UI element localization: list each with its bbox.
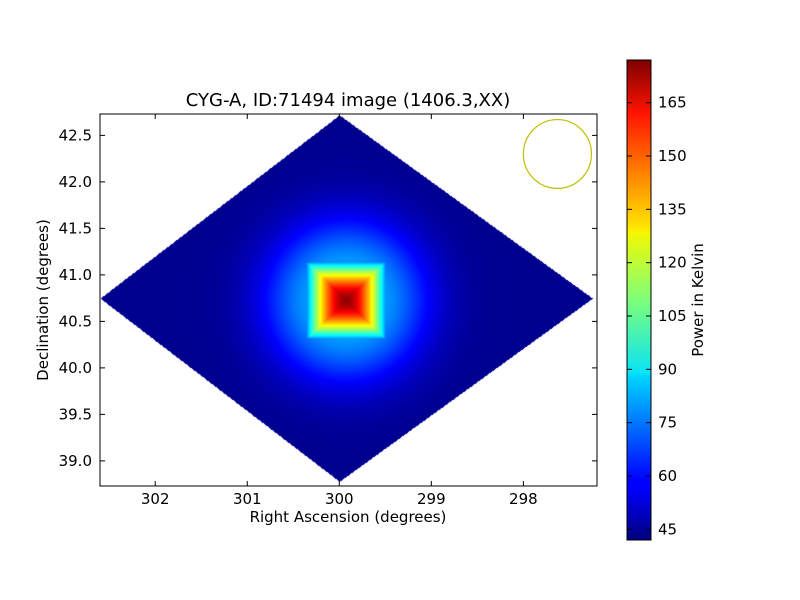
colorbar-tick-label: 135: [658, 200, 687, 218]
heatmap-area: [100, 114, 597, 486]
x-axis-label: Right Ascension (degrees): [250, 508, 447, 526]
heatmap-image: [100, 114, 597, 486]
beam-circle: [522, 118, 593, 190]
x-tick-label: 301: [233, 490, 262, 508]
chart-title: CYG-A, ID:71494 image (1406.3,XX): [186, 90, 510, 111]
x-tick-label: 300: [325, 490, 354, 508]
colorbar-tick-label: 60: [658, 467, 677, 485]
y-axis-ticks: 39.0 39.5 40.0 40.5 41.0 41.5 42.0 42.5: [59, 126, 597, 470]
y-tick-label: 39.0: [59, 452, 92, 470]
x-axis-ticks: 302 301 300 299 298: [141, 114, 538, 508]
axes-frame: [99, 113, 598, 487]
colorbar-tick-label: 105: [658, 307, 687, 325]
y-tick-label: 42.0: [59, 173, 92, 191]
y-axis-label: Declination (degrees): [34, 219, 52, 381]
y-tick-label: 40.0: [59, 359, 92, 377]
colorbar-tick-label: 150: [658, 147, 687, 165]
colorbar: [626, 59, 652, 541]
y-tick-label: 39.5: [59, 405, 92, 423]
y-tick-label: 41.0: [59, 266, 92, 284]
colorbar-label: Power in Kelvin: [689, 243, 707, 357]
colorbar-tick-label: 120: [658, 254, 687, 272]
colorbar-tick-label: 165: [658, 94, 687, 112]
colorbar-tick-label: 75: [658, 414, 677, 432]
y-tick-label: 42.5: [59, 126, 92, 144]
colorbar-ticks: 45 60 75 90 105 120 135 150 165: [627, 94, 687, 538]
x-tick-label: 302: [141, 490, 170, 508]
x-tick-label: 298: [509, 490, 538, 508]
colorbar-tick-label: 90: [658, 360, 677, 378]
x-tick-label: 299: [417, 490, 446, 508]
y-tick-label: 40.5: [59, 312, 92, 330]
colorbar-tick-label: 45: [658, 520, 677, 538]
y-tick-label: 41.5: [59, 219, 92, 237]
